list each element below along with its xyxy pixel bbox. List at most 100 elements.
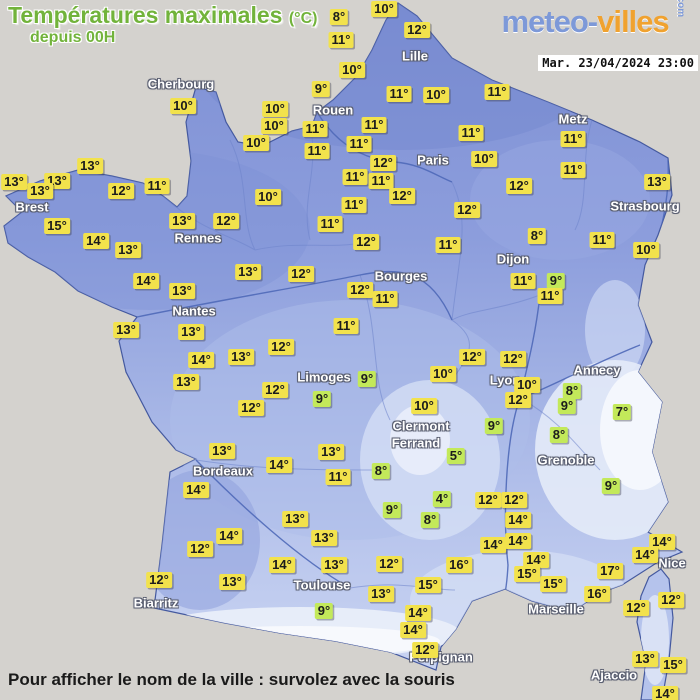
temp-badge[interactable]: 5° [446, 448, 466, 464]
temp-badge[interactable]: 14° [505, 533, 531, 549]
temp-badge[interactable]: 8° [549, 427, 569, 443]
temp-badge[interactable]: 10° [514, 377, 540, 393]
temp-badge[interactable]: 12° [146, 572, 172, 588]
temp-badge[interactable]: 9° [382, 502, 402, 518]
temp-badge[interactable]: 9° [311, 81, 331, 97]
temp-badge[interactable]: 10° [243, 135, 269, 151]
temp-badge[interactable]: 11° [372, 291, 398, 307]
temp-badge[interactable]: 13° [27, 183, 53, 199]
temp-badge[interactable]: 12° [506, 178, 532, 194]
meteo-villes-logo[interactable]: meteo-villes .com [501, 0, 692, 40]
temp-badge[interactable]: 10° [633, 242, 659, 258]
temp-badge[interactable]: 15° [514, 566, 540, 582]
temp-badge[interactable]: 13° [632, 651, 658, 667]
temp-badge[interactable]: 12° [262, 382, 288, 398]
temp-badge[interactable]: 10° [262, 101, 288, 117]
temp-badge[interactable]: 13° [311, 530, 337, 546]
temp-badge[interactable]: 12° [370, 155, 396, 171]
temp-badge[interactable]: 8° [562, 383, 582, 399]
temp-badge[interactable]: 12° [213, 213, 239, 229]
temp-badge[interactable]: 15° [415, 577, 441, 593]
temp-badge[interactable]: 13° [644, 174, 670, 190]
temp-badge[interactable]: 13° [115, 242, 141, 258]
temp-badge[interactable]: 14° [632, 547, 658, 563]
temp-badge[interactable]: 12° [238, 400, 264, 416]
temp-badge[interactable]: 9° [484, 418, 504, 434]
temp-badge[interactable]: 13° [169, 213, 195, 229]
temp-badge[interactable]: 10° [371, 1, 397, 17]
temp-badge[interactable]: 11° [302, 121, 328, 137]
temp-badge[interactable]: 12° [288, 266, 314, 282]
temp-badge[interactable]: 12° [376, 556, 402, 572]
temp-badge[interactable]: 14° [649, 534, 675, 550]
temp-badge[interactable]: 11° [341, 197, 367, 213]
temp-badge[interactable]: 13° [1, 174, 27, 190]
temp-badge[interactable]: 12° [404, 22, 430, 38]
temp-badge[interactable]: 11° [346, 136, 372, 152]
temp-badge[interactable]: 13° [228, 349, 254, 365]
temp-badge[interactable]: 12° [347, 282, 373, 298]
temp-badge[interactable]: 14° [400, 622, 426, 638]
temp-badge[interactable]: 12° [475, 492, 501, 508]
temp-badge[interactable]: 16° [446, 557, 472, 573]
temp-badge[interactable]: 10° [471, 151, 497, 167]
temp-badge[interactable]: 14° [505, 512, 531, 528]
temp-badge[interactable]: 11° [361, 117, 387, 133]
temp-badge[interactable]: 12° [658, 592, 684, 608]
temp-badge[interactable]: 14° [216, 528, 242, 544]
temp-badge[interactable]: 8° [420, 512, 440, 528]
temp-badge[interactable]: 11° [560, 131, 586, 147]
temp-badge[interactable]: 8° [329, 9, 349, 25]
temp-badge[interactable]: 11° [144, 178, 170, 194]
temp-badge[interactable]: 11° [368, 173, 394, 189]
temp-badge[interactable]: 9° [314, 603, 334, 619]
temp-badge[interactable]: 11° [537, 288, 563, 304]
temp-badge[interactable]: 12° [623, 600, 649, 616]
temp-badge[interactable]: 11° [560, 162, 586, 178]
temp-badge[interactable]: 13° [318, 444, 344, 460]
temp-badge[interactable]: 10° [430, 366, 456, 382]
temp-badge[interactable]: 12° [505, 392, 531, 408]
temp-badge[interactable]: 11° [435, 237, 461, 253]
temp-badge[interactable]: 12° [454, 202, 480, 218]
temp-badge[interactable]: 11° [510, 273, 536, 289]
temp-badge[interactable]: 13° [282, 511, 308, 527]
temp-badge[interactable]: 11° [304, 143, 330, 159]
temp-badge[interactable]: 9° [601, 478, 621, 494]
temp-badge[interactable]: 10° [411, 398, 437, 414]
temp-badge[interactable]: 12° [187, 541, 213, 557]
temp-badge[interactable]: 12° [500, 351, 526, 367]
temp-badge[interactable]: 8° [527, 228, 547, 244]
temp-badge[interactable]: 11° [342, 169, 368, 185]
temp-badge[interactable]: 11° [328, 32, 354, 48]
temp-badge[interactable]: 13° [235, 264, 261, 280]
temp-badge[interactable]: 14° [266, 457, 292, 473]
temp-badge[interactable]: 11° [458, 125, 484, 141]
temp-badge[interactable]: 13° [219, 574, 245, 590]
temp-badge[interactable]: 9° [546, 273, 566, 289]
temp-badge[interactable]: 11° [386, 86, 412, 102]
temp-badge[interactable]: 13° [321, 557, 347, 573]
temp-badge[interactable]: 4° [432, 491, 452, 507]
temp-badge[interactable]: 15° [540, 576, 566, 592]
temp-badge[interactable]: 11° [325, 469, 351, 485]
temp-badge[interactable]: 13° [178, 324, 204, 340]
temp-badge[interactable]: 14° [188, 352, 214, 368]
temp-badge[interactable]: 14° [652, 686, 678, 700]
temp-badge[interactable]: 14° [183, 482, 209, 498]
temp-badge[interactable]: 11° [589, 232, 615, 248]
temp-badge[interactable]: 10° [261, 118, 287, 134]
temp-badge[interactable]: 10° [170, 98, 196, 114]
temp-badge[interactable]: 12° [501, 492, 527, 508]
temp-badge[interactable]: 9° [557, 398, 577, 414]
temp-badge[interactable]: 13° [169, 283, 195, 299]
temp-badge[interactable]: 12° [389, 188, 415, 204]
temp-badge[interactable]: 11° [484, 84, 510, 100]
temp-badge[interactable]: 13° [173, 374, 199, 390]
temp-badge[interactable]: 13° [209, 443, 235, 459]
temp-badge[interactable]: 14° [133, 273, 159, 289]
temp-badge[interactable]: 10° [255, 189, 281, 205]
temp-badge[interactable]: 11° [333, 318, 359, 334]
temp-badge[interactable]: 14° [269, 557, 295, 573]
temp-badge[interactable]: 14° [480, 537, 506, 553]
